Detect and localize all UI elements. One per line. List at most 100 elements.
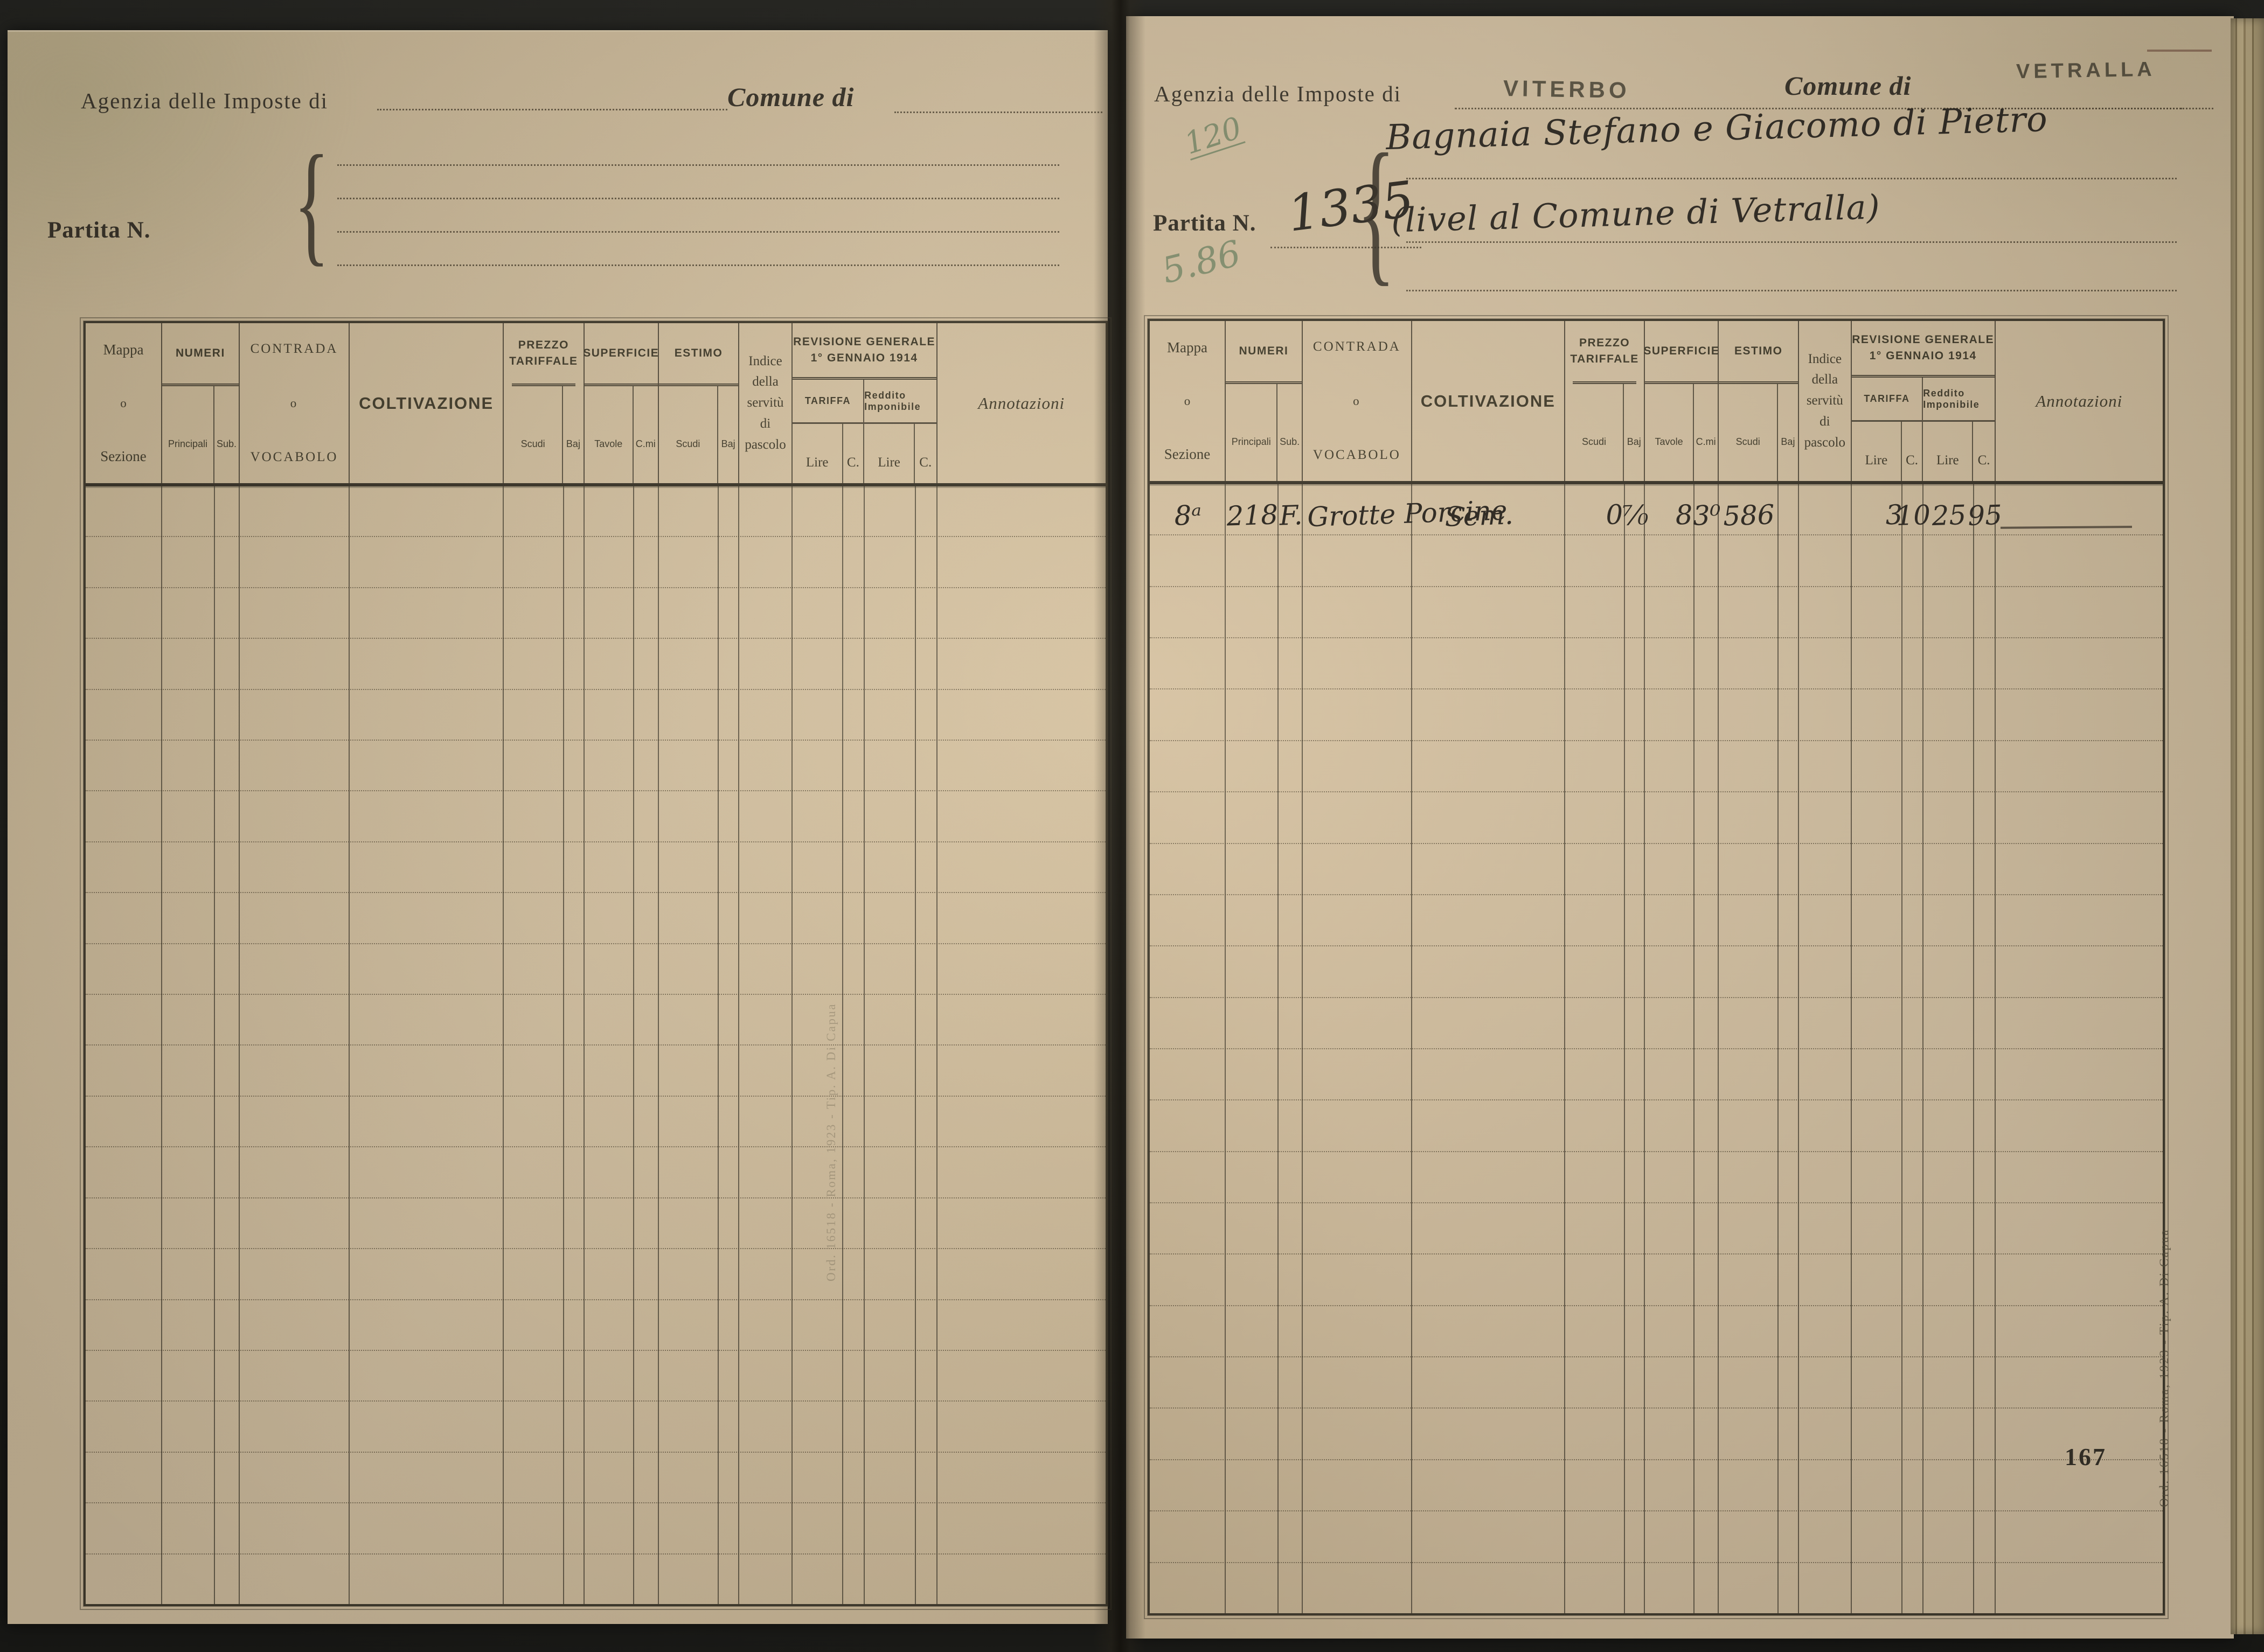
agenzia-stamp-viterbo: VITERBO [1503,75,1631,103]
comune-writein-line-left [894,111,1102,113]
hdr-sub: Sub. [216,438,237,449]
col-contrada: CONTRADA o VOCABOLO [1303,321,1412,481]
hdr-sezione: Sezione [1164,446,1211,462]
page-number: 167 [2065,1443,2107,1470]
hdr-superficie: SUPERFICIE [583,323,658,386]
agenzia-label-right: Agenzia delle Imposte di [1154,81,1402,106]
table-row [86,639,1106,690]
table-row [1150,1460,2163,1512]
table-row [1150,895,2163,947]
agenzia-writein-line-left [377,109,727,110]
table-row [1150,741,2163,793]
page-right: Agenzia delle Imposte di VITERBO Comune … [1126,16,2234,1639]
table-header-left: Mappa o Sezione NUMERI Principali Sub. C… [86,323,1106,486]
agenzia-label-left: Agenzia delle Imposte di [81,88,329,113]
table-row [86,791,1106,842]
brace-left: { [294,127,330,278]
entry-annotazioni [1995,482,2163,539]
hdr-tariffa-c: C. [1902,422,1923,481]
entry-contrada: Grotte Porcine [1307,494,1508,533]
hdr-revisione-2: 1° GENNAIO 1914 [1869,350,1977,362]
hdr-contrada: CONTRADA [250,341,338,356]
comune-stamp-vetralla: VETRALLA [2016,58,2156,83]
pencil-note-top: 120 [1180,110,1246,162]
hdr-prezzo-baj: Baj [566,438,580,449]
hdr-prezzo: PREZZO TARIFFALE [1570,321,1638,384]
hdr-revisione-1: REVISIONE GENERALE [793,335,936,348]
entry-sup-cmi: 3⁰ [1692,499,1722,532]
hdr-revisione: REVISIONE GENERALE 1° GENNAIO 1914 [1851,321,1995,378]
table-row [86,741,1106,792]
entry-pascolo [1798,483,1852,536]
col-estimo: ESTIMO Scudi Baj [1719,321,1799,481]
owner-line1-rule [1406,178,2177,179]
comune-label-left: Comune di [727,82,855,112]
table-row [86,1402,1106,1453]
col-prezzo: PREZZO TARIFFALE Scudi Baj [504,323,585,483]
hdr-reddito-lire: Lire [864,424,915,483]
col-superficie: SUPERFICIE Tavole C.mi [583,323,659,483]
hdr-numeri: NUMERI [162,323,239,386]
entry-reddito-c: 95 [1967,499,2003,532]
col-revisione: REVISIONE GENERALE 1° GENNAIO 1914 TARIF… [1851,321,1996,481]
hdr-coltivazione: COLTIVAZIONE [1420,391,1555,410]
entry-prezzo-scudi: 0 [1605,499,1624,531]
col-superficie: SUPERFICIE Tavole C.mi [1643,321,1719,481]
hdr-estimo-scudi: Scudi [1719,384,1778,481]
col-coltivazione: COLTIVAZIONE [1412,321,1565,481]
table-row [1150,484,2163,536]
hdr-prezzo-scudi: Scudi [1565,384,1624,481]
partita-line-3-left [337,231,1059,233]
hdr-revisione-1: REVISIONE GENERALE [1852,333,1995,346]
partita-label-right: Partita N. [1153,211,1256,236]
table-row [86,1453,1106,1504]
table-row [86,944,1106,995]
owner-name-line2: (livel al Comune di Vetralla) [1391,187,1881,240]
table-row [86,1097,1106,1148]
agenzia-writein-line-right [1455,108,2182,109]
hdr-estimo-baj: Baj [721,438,735,449]
col-indice-pascolo: Indice della servitù di pascolo [739,323,793,483]
table-row [1150,1306,2163,1358]
table-row [1150,1357,2163,1409]
table-row [1150,1511,2163,1563]
hdr-estimo-baj: Baj [1781,436,1795,447]
comune-writein-line-right [1944,108,2213,109]
page-left: Agenzia delle Imposte di Comune di Parti… [8,30,1112,1624]
table-row [86,842,1106,894]
brace-right: { [1357,121,1395,299]
col-indice-pascolo: Indice della servitù di pascolo [1799,321,1852,481]
row-grid-right [1150,484,2163,1613]
table-row [1150,638,2163,690]
hdr-indice-pascolo: Indice della servitù di pascolo [1804,351,1846,450]
hdr-sezione: Sezione [100,448,147,464]
partita-line-1-left [337,164,1059,166]
ledger-table-right: Mappa o Sezione NUMERI Principali Sub. C… [1144,315,2169,1619]
table-row [1150,587,2163,639]
table-row [1150,1049,2163,1101]
hdr-cmi: C.mi [1696,436,1716,447]
hdr-tariffa: TARIFFA [1851,378,1923,422]
partita-line-2-left [337,198,1059,199]
col-estimo: ESTIMO Scudi Baj [658,323,740,483]
corner-mark [2147,50,2212,52]
table-row [1150,1203,2163,1255]
col-numeri: NUMERI Principali Sub. [162,323,240,483]
table-row [1150,946,2163,998]
hdr-prezzo-baj: Baj [1627,436,1641,447]
table-row [1150,1100,2163,1152]
table-row [86,588,1106,639]
hdr-contrada-o: o [1353,394,1361,408]
hdr-prezzo: PREZZO TARIFFALE [509,323,577,386]
hdr-tavole: Tavole [585,386,634,483]
entry-sup-tavole: 8 [1675,499,1693,531]
col-mappa: Mappa o Sezione [1150,321,1226,481]
entry-tariffa-lire: 3 [1885,499,1904,531]
hdr-numeri: NUMERI [1226,321,1302,384]
hdr-estimo: ESTIMO [1719,321,1798,384]
hdr-tariffa-lire: Lire [793,424,843,483]
col-mappa: Mappa o Sezione [86,323,162,483]
table-row [1150,1152,2163,1204]
hdr-contrada-o: o [290,396,298,410]
